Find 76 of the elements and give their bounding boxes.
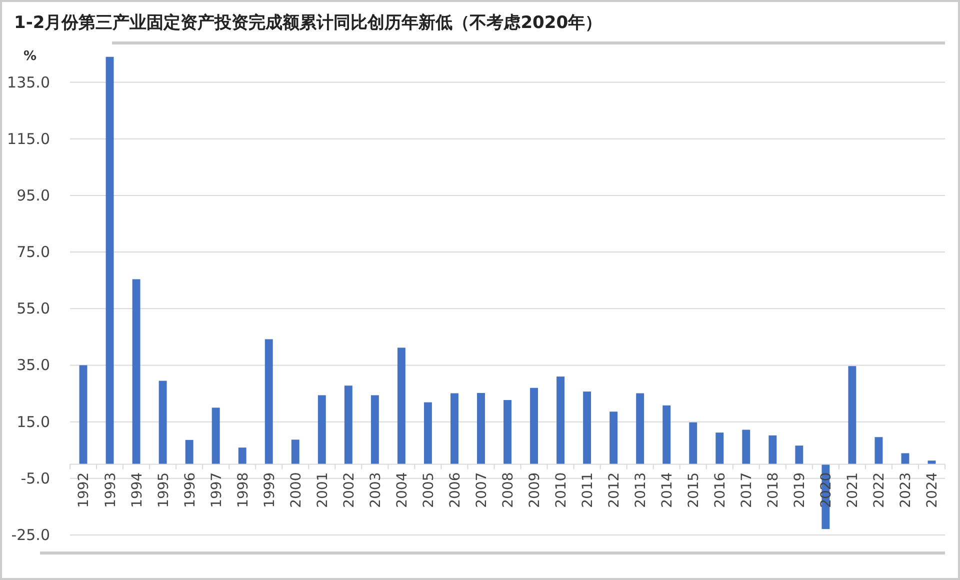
bar xyxy=(424,402,432,464)
bar xyxy=(344,386,352,464)
bar xyxy=(318,395,326,464)
bar xyxy=(185,440,194,464)
x-tick-label: 1992 xyxy=(76,472,92,508)
x-tick-label: 2011 xyxy=(580,472,596,508)
y-tick-label: -25.0 xyxy=(11,526,50,544)
bar xyxy=(874,437,883,464)
x-tick-label: 1993 xyxy=(102,472,119,508)
bar xyxy=(238,448,246,464)
bar xyxy=(504,400,512,464)
bar xyxy=(397,348,406,464)
bar xyxy=(370,395,379,464)
bar xyxy=(901,453,910,464)
bar xyxy=(768,435,777,464)
y-tick-label: 135.0 xyxy=(7,73,50,92)
bar xyxy=(106,56,114,464)
y-axis-title: % xyxy=(23,49,37,64)
y-tick-label: 35.0 xyxy=(16,356,50,374)
y-tick-label: 75.0 xyxy=(16,243,50,262)
y-tick-label: 55.0 xyxy=(16,300,50,318)
x-tick-label: 2021 xyxy=(845,472,862,508)
x-tick-label: 2007 xyxy=(474,472,490,508)
bar xyxy=(742,430,750,464)
bar xyxy=(689,422,698,464)
bar xyxy=(662,405,671,464)
bar xyxy=(158,380,167,464)
x-tick-label: 2005 xyxy=(420,472,437,508)
x-tick-label: 2010 xyxy=(554,472,570,508)
bar xyxy=(477,392,485,464)
x-tick-label: 2004 xyxy=(394,472,410,508)
x-tick-label: 2016 xyxy=(712,472,729,508)
x-tick-label: 2009 xyxy=(527,472,544,508)
bar xyxy=(212,408,220,464)
bar xyxy=(583,392,592,464)
bar xyxy=(795,446,804,464)
bar xyxy=(530,388,538,464)
x-tick-label: 2001 xyxy=(314,472,331,508)
bar xyxy=(716,432,724,464)
bar xyxy=(450,393,458,464)
x-tick-label: 2015 xyxy=(686,472,702,508)
bar xyxy=(291,440,300,464)
chart-title: 1-2月份第三产业固定资产投资完成额累计同比创历年新低（不考虑2020年） xyxy=(14,13,602,33)
x-tick-label: 2006 xyxy=(447,472,464,508)
x-tick-label: 1997 xyxy=(208,472,225,508)
x-tick-label: 2018 xyxy=(766,472,782,508)
bar xyxy=(636,393,644,464)
bar xyxy=(928,460,936,464)
bar xyxy=(132,279,140,464)
x-tick-label: 1998 xyxy=(235,472,252,508)
bar xyxy=(264,339,273,464)
y-tick-label: 95.0 xyxy=(16,186,50,204)
x-tick-label: 1999 xyxy=(262,472,278,508)
x-tick-label: 2020 xyxy=(818,472,835,508)
x-tick-label: 2022 xyxy=(872,472,888,508)
x-tick-label: 2000 xyxy=(288,472,304,508)
bar xyxy=(848,366,856,464)
x-tick-label: 2008 xyxy=(500,472,516,508)
y-tick-label: -5.0 xyxy=(20,469,50,488)
y-tick-label: 115.0 xyxy=(7,130,50,148)
bar xyxy=(610,412,618,464)
x-tick-label: 2002 xyxy=(341,472,358,508)
bar xyxy=(79,365,88,464)
y-tick-label: 15.0 xyxy=(16,412,50,431)
x-tick-label: 2019 xyxy=(792,472,808,508)
x-tick-label: 2017 xyxy=(739,472,756,508)
x-tick-label: 2003 xyxy=(368,472,384,508)
bar xyxy=(556,376,565,464)
x-tick-label: 2012 xyxy=(606,472,623,508)
x-tick-label: 2024 xyxy=(924,472,941,508)
x-tick-label: 2013 xyxy=(633,472,650,508)
x-tick-label: 2014 xyxy=(660,472,676,508)
x-tick-label: 1995 xyxy=(156,472,172,508)
x-tick-label: 1996 xyxy=(182,472,198,508)
x-tick-label: 2023 xyxy=(898,472,914,508)
x-tick-label: 1994 xyxy=(129,472,146,508)
